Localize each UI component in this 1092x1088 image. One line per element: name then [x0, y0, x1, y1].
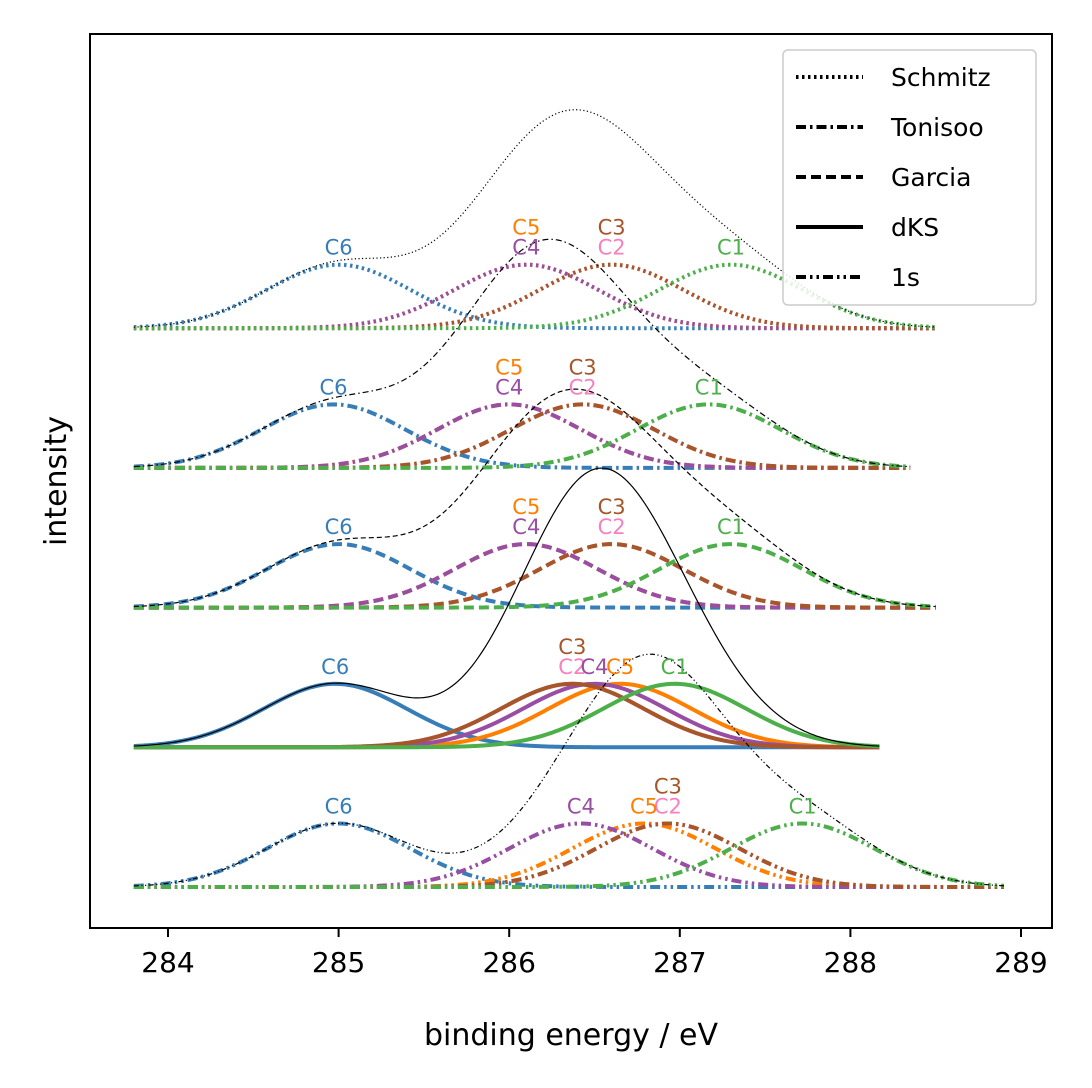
curve-1s-c5 [133, 821, 1004, 889]
peak-label-tonisoo-c2: C2 [569, 375, 597, 399]
legend-label-dks: dKS [891, 213, 939, 242]
peak-label-tonisoo-c5: C5 [495, 355, 523, 379]
axes-frame [89, 33, 1053, 929]
peak-label-dks-c1: C1 [661, 655, 689, 679]
x-tick-label: 284 [141, 946, 194, 979]
legend-label-schmitz: Schmitz [891, 63, 991, 92]
peak-label-1s-c6: C6 [325, 795, 353, 819]
curve-1s-c4 [133, 821, 1004, 889]
peak-label-dks-c5: C5 [606, 655, 634, 679]
legend-label-1s: 1s [891, 263, 920, 292]
peak-label-dks-c3: C3 [558, 635, 586, 659]
peak-label-tonisoo-c6: C6 [319, 375, 347, 399]
peak-label-tonisoo-c4: C4 [495, 375, 523, 399]
peak-label-tonisoo-c3: C3 [569, 355, 597, 379]
legend-box [782, 49, 1037, 306]
curve-dks-c1 [133, 681, 880, 750]
series-1s [133, 653, 1005, 889]
peak-label-schmitz-c5: C5 [512, 216, 540, 240]
total-tonisoo [133, 238, 911, 468]
peak-label-dks-c6: C6 [321, 655, 349, 679]
x-axis-ticks: 284 285 286 287 288 289 [141, 928, 1048, 979]
peak-labels-layer: C1C2C3C4C5C6C1C2C3C4C5C6C1C2C3C4C5C6C1C2… [319, 216, 816, 819]
peak-label-1s-c5: C5 [630, 795, 658, 819]
peak-label-dks-c4: C4 [580, 655, 608, 679]
peak-label-schmitz-c4: C4 [512, 236, 540, 260]
peak-label-garcia-c4: C4 [512, 515, 540, 539]
peak-label-dks-c2: C2 [558, 655, 586, 679]
total-schmitz [133, 109, 936, 328]
x-tick-label: 287 [653, 946, 706, 979]
peak-label-schmitz-c1: C1 [717, 236, 745, 260]
curve-tonisoo-c1 [133, 402, 911, 470]
peak-label-garcia-c6: C6 [325, 515, 353, 539]
x-tick-label: 289 [994, 946, 1047, 979]
y-axis-label: intensity [39, 416, 74, 546]
x-tick-label: 285 [312, 946, 365, 979]
legend-label-tonisoo: Tonisoo [890, 113, 984, 142]
peak-label-1s-c4: C4 [567, 795, 595, 819]
series-dks [133, 467, 880, 750]
peak-label-schmitz-c3: C3 [598, 216, 626, 240]
total-1s [133, 653, 1004, 887]
peak-label-garcia-c5: C5 [512, 495, 540, 519]
peak-label-1s-c1: C1 [789, 795, 817, 819]
total-garcia [133, 388, 936, 608]
curve-1s-c1 [133, 821, 1005, 889]
total-dks [133, 467, 880, 747]
x-axis-label: binding energy / eV [424, 1018, 719, 1053]
peak-label-garcia-c3: C3 [598, 495, 626, 519]
series-garcia [133, 388, 936, 610]
curve-1s-c3 [133, 821, 1004, 889]
peak-label-garcia-c1: C1 [717, 515, 745, 539]
x-tick-label: 286 [482, 946, 535, 979]
series-tonisoo [133, 238, 911, 470]
legend-label-garcia: Garcia [891, 163, 971, 192]
peak-label-schmitz-c6: C6 [325, 236, 353, 260]
legend: Schmitz Tonisoo Garcia dKS 1s [782, 49, 1037, 306]
peak-label-garcia-c2: C2 [598, 515, 626, 539]
peak-label-schmitz-c2: C2 [598, 236, 626, 260]
x-tick-label: 288 [824, 946, 877, 979]
peak-label-1s-c3: C3 [654, 775, 682, 799]
curve-garcia-c3 [133, 542, 936, 610]
peak-label-1s-c2: C2 [654, 795, 682, 819]
peak-label-tonisoo-c1: C1 [695, 375, 723, 399]
curves-layer [133, 109, 1005, 889]
